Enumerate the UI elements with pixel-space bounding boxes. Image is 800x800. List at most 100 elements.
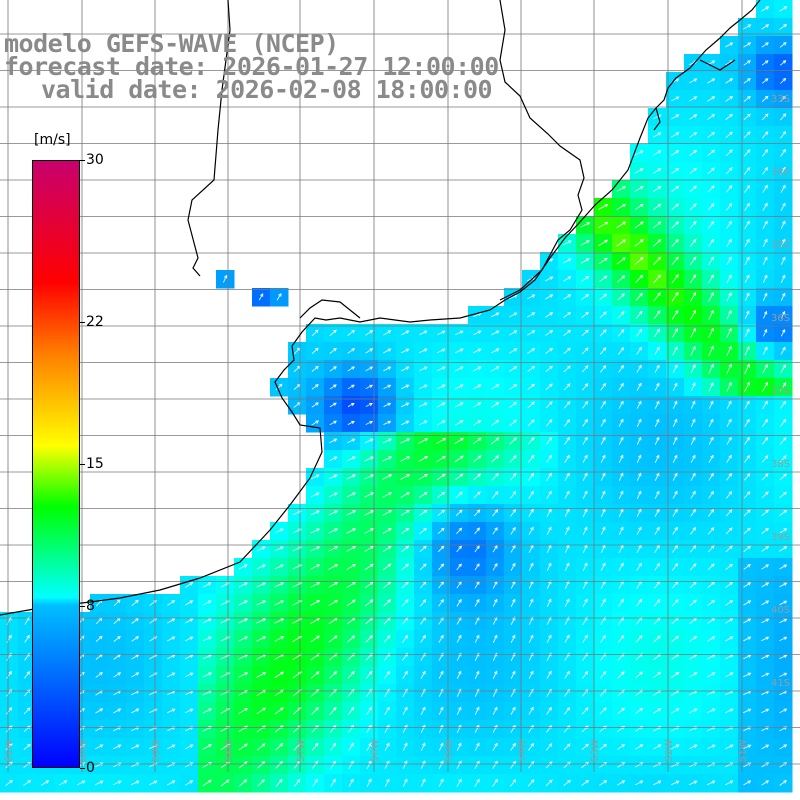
wind-arrow — [472, 402, 482, 408]
wind-arrow — [779, 654, 788, 660]
wind-arrow — [761, 672, 770, 678]
wind-arrow — [617, 634, 625, 643]
wind-arrow — [635, 744, 644, 750]
wind-arrow — [744, 363, 750, 374]
wind-arrow — [420, 616, 426, 625]
wind-arrow — [564, 418, 571, 427]
wind-arrow — [346, 599, 356, 607]
wind-arrow — [456, 706, 462, 715]
lat-lon-grid: 61W 60W 59W 58W 57W 56W 55W 54W 53W 52W 51W 33S 34S 3… — [0, 0, 800, 772]
wind-arrow — [761, 60, 769, 66]
wind-arrow — [743, 24, 752, 30]
wind-arrow — [545, 312, 554, 318]
wind-arrow — [726, 472, 732, 481]
wind-arrow — [436, 455, 446, 463]
wind-arrow — [346, 510, 357, 516]
wind-arrow — [725, 149, 733, 157]
wind-arrow — [454, 402, 464, 408]
wind-arrow — [689, 203, 697, 211]
wind-arrow — [472, 455, 482, 463]
wind-arrow — [310, 546, 321, 552]
wind-arrow — [744, 310, 750, 319]
wind-arrow — [600, 490, 606, 499]
wind-arrow — [348, 778, 354, 787]
wind-arrow — [491, 366, 500, 372]
wind-arrow — [384, 760, 390, 770]
wind-arrow — [634, 239, 644, 247]
wind-arrow — [598, 221, 609, 229]
colorbar-tick-mark — [80, 768, 85, 769]
wind-arrow — [581, 347, 589, 355]
wind-arrow — [472, 330, 482, 336]
wind-arrow — [545, 779, 553, 787]
wind-arrow — [780, 166, 786, 175]
wind-arrow — [652, 150, 662, 156]
wind-arrow — [779, 636, 788, 642]
wind-arrow — [582, 472, 588, 481]
wind-arrow — [474, 616, 480, 625]
wind-arrow — [402, 742, 408, 751]
wind-arrow — [59, 780, 68, 786]
wind-arrow — [762, 274, 768, 283]
wind-arrow — [5, 707, 13, 715]
wind-arrow — [311, 365, 319, 372]
wind-arrow — [492, 760, 498, 769]
wind-arrow — [510, 562, 516, 571]
wind-arrow — [707, 96, 716, 102]
wind-arrow — [546, 562, 552, 571]
wind-arrow — [763, 328, 768, 337]
wind-arrow — [382, 527, 392, 534]
wind-arrow — [617, 311, 625, 319]
wind-arrow — [672, 544, 678, 553]
wind-arrow — [636, 346, 642, 355]
wind-arrow — [690, 454, 696, 463]
wind-arrow — [779, 708, 788, 714]
wind-arrow — [689, 78, 698, 84]
wind-arrow — [131, 617, 139, 624]
wind-arrow — [706, 708, 716, 714]
wind-arrow — [438, 778, 444, 788]
wind-arrow — [491, 384, 500, 390]
wind-arrow — [418, 348, 428, 354]
wind-arrow — [761, 527, 770, 534]
wind-arrow — [672, 346, 678, 356]
wind-arrow — [653, 671, 662, 679]
wind-arrow — [527, 348, 536, 354]
wind-arrow — [762, 220, 768, 229]
wind-arrow — [690, 345, 696, 356]
wind-arrow — [634, 150, 644, 156]
wind-arrow — [454, 420, 464, 426]
wind-arrow — [653, 274, 662, 284]
wind-arrow — [743, 618, 752, 624]
wind-arrow — [761, 473, 769, 481]
wind-arrow — [23, 780, 32, 786]
wind-arrow — [509, 437, 517, 445]
wind-arrow — [743, 149, 751, 157]
wind-arrow — [546, 490, 552, 499]
wind-arrow — [491, 437, 500, 445]
wind-arrow — [528, 526, 534, 535]
wind-arrow — [779, 546, 788, 552]
wind-arrow — [582, 508, 588, 517]
wind-arrow — [509, 383, 518, 390]
wind-arrow — [23, 707, 31, 715]
wind-arrow — [185, 600, 194, 606]
wind-arrow — [672, 382, 678, 391]
latitude-label: 34S — [771, 167, 790, 178]
wind-arrow — [726, 292, 732, 302]
wind-arrow — [347, 420, 355, 425]
wind-arrow — [636, 364, 642, 373]
wind-arrow — [581, 365, 589, 373]
wind-arrow — [743, 95, 751, 102]
wind-arrow — [708, 309, 714, 320]
wind-arrow — [672, 418, 678, 427]
wind-arrow — [546, 706, 552, 715]
wind-arrow — [563, 743, 571, 751]
wind-arrow — [347, 366, 355, 372]
wind-arrow — [456, 545, 462, 553]
wind-arrow — [635, 292, 643, 301]
wind-arrow — [708, 418, 714, 427]
wind-arrow — [743, 600, 752, 606]
wind-arrow — [562, 240, 572, 246]
